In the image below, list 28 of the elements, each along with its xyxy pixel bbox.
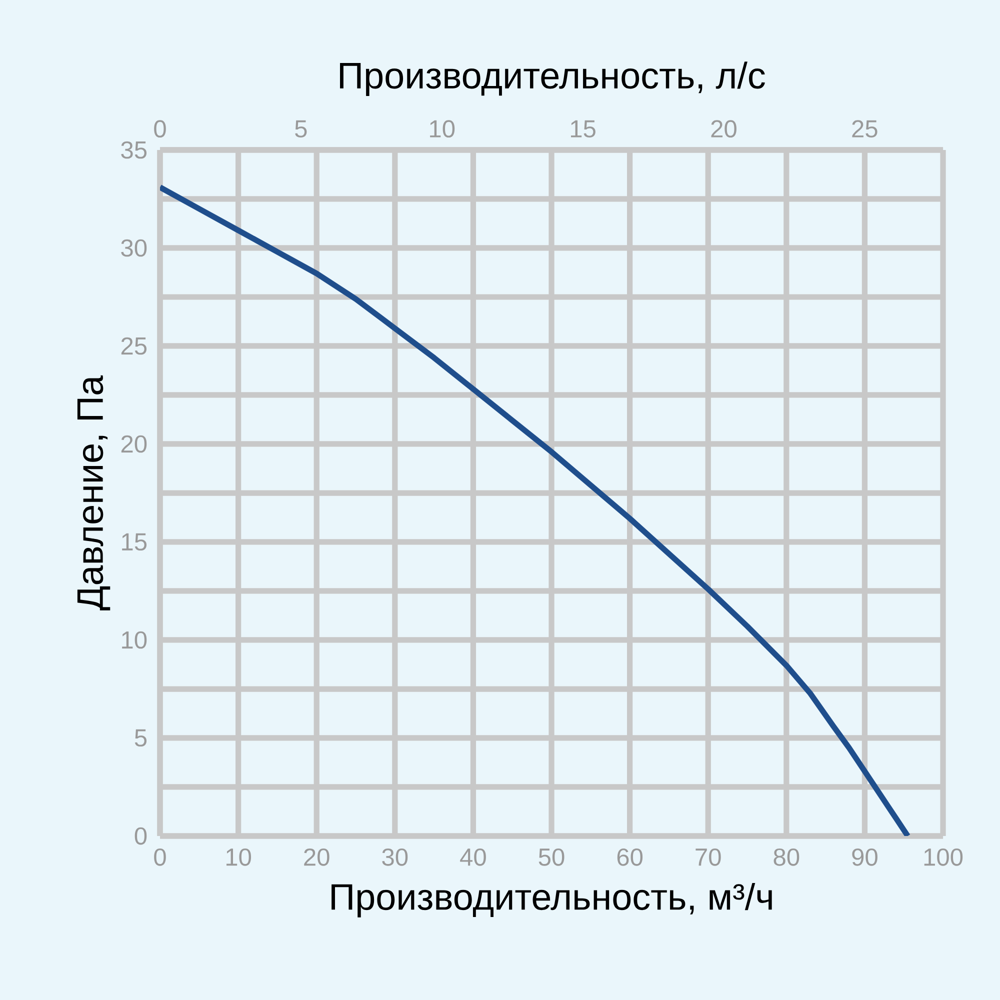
- x2-tick-label: 10: [430, 120, 455, 138]
- y-tick-label: 25: [121, 337, 147, 355]
- x-tick-label: 70: [696, 848, 721, 866]
- x-axis-title: Производительность, м³/ч: [332, 882, 772, 918]
- y-tick-label: 0: [134, 827, 147, 845]
- x2-axis-title: Производительность, л/с: [340, 62, 765, 96]
- x-tick-label: 40: [460, 848, 486, 866]
- y-tick-label: 35: [121, 141, 147, 159]
- y-tick-label: 20: [121, 435, 147, 453]
- y-tick-label: 30: [121, 239, 147, 257]
- x-tick-label: 20: [304, 848, 330, 866]
- x-tick-label: 60: [617, 848, 643, 866]
- x2-tick-label: 5: [295, 120, 307, 138]
- y-tick-label: 5: [134, 729, 147, 747]
- x-tick-label: 10: [226, 848, 252, 866]
- y-axis-title: Давление, Па: [77, 375, 110, 610]
- x-tick-label: 90: [852, 848, 878, 866]
- x-tick-label: 50: [538, 848, 564, 866]
- x-tick-label: 80: [774, 848, 800, 866]
- y-tick-label: 10: [122, 631, 147, 649]
- x-tick-label: 100: [924, 848, 963, 866]
- x-tick-label: 30: [382, 848, 408, 866]
- x2-tick-label: 20: [711, 120, 736, 138]
- x2-tick-label: 25: [852, 120, 878, 138]
- y-tick-label: 15: [122, 533, 147, 551]
- x-tick-label: 0: [154, 848, 166, 866]
- x2-tick-label: 0: [154, 120, 166, 138]
- x2-tick-label: 15: [570, 120, 596, 138]
